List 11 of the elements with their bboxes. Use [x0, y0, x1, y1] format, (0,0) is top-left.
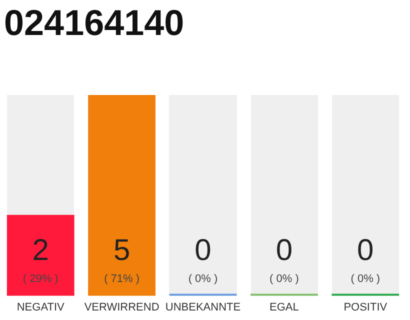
data-label: 0 ( 0% ) [270, 234, 299, 285]
data-label: 0 ( 0% ) [350, 234, 380, 285]
data-label: 0 ( 0% ) [188, 234, 218, 285]
data-label: 2 ( 29% ) [22, 234, 58, 285]
x-tick-label: NEGATIV [16, 301, 65, 314]
x-tick-label: EGAL [270, 301, 299, 314]
chart-title: 024164140 [4, 2, 184, 44]
x-tick-label: VERWIRREND [84, 301, 160, 314]
x-tick-label: UNBEKANNTE [165, 301, 241, 314]
x-tick-label: POSITIV [344, 301, 388, 314]
data-label: 5 ( 71% ) [104, 234, 140, 285]
